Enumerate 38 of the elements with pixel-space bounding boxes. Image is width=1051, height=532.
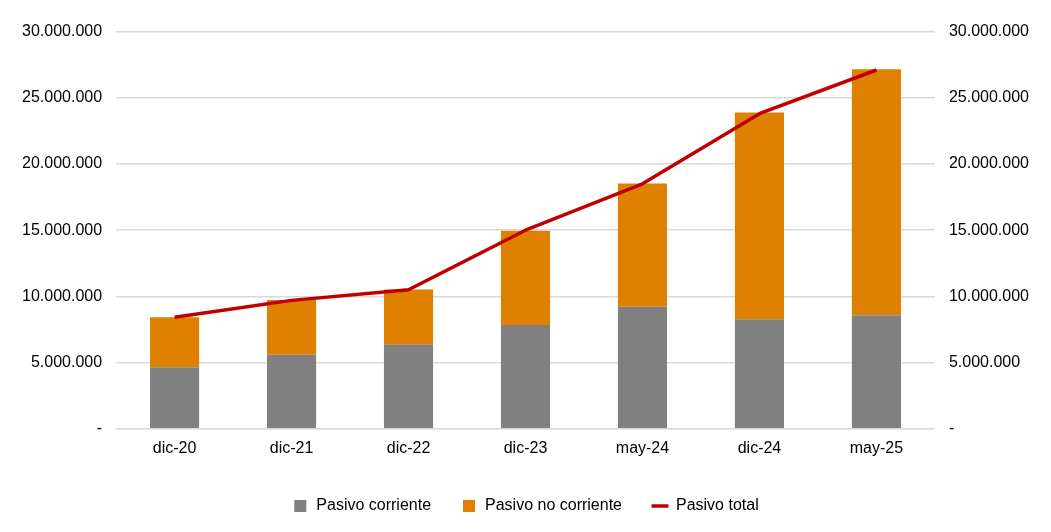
bar [383,289,434,345]
y2-tick-label: 30.000.000 [948,22,1030,40]
bar [617,183,668,307]
x-tick-label: dic-22 [386,438,431,456]
bar [266,299,317,355]
legend-label: Pasivo no corriente [485,496,623,514]
y-tick-label: - [96,419,103,437]
bar [150,367,200,429]
x-tick-label: dic-21 [269,438,314,456]
x-tick-label: dic-20 [152,438,197,456]
x-tick-label: may-24 [615,438,670,456]
bar [150,317,200,368]
y-tick-label: 15.000.000 [22,220,103,238]
y2-tick-label: 5.000.000 [948,353,1021,371]
y-tick-label: 20.000.000 [22,154,103,172]
y-tick-label: 30.000.000 [22,22,103,40]
y2-tick-label: 15.000.000 [948,220,1030,238]
x-tick-label: dic-24 [737,438,782,456]
legend-label: Pasivo total [675,496,759,514]
y2-tick-label: 25.000.000 [948,88,1030,106]
x-tick-label: dic-23 [503,438,548,456]
y-tick-label: 10.000.000 [22,286,103,304]
bar [851,69,901,316]
bar [266,354,317,429]
bar [383,344,434,429]
x-tick-label: may-25 [849,438,904,456]
y-tick-label: 5.000.000 [30,353,103,371]
bar [500,230,551,325]
y-tick-label: 25.000.000 [22,88,103,106]
y2-tick-label: 10.000.000 [948,286,1030,304]
bar [734,112,785,320]
y2-tick-label: 20.000.000 [948,154,1030,172]
bar [851,315,901,429]
bar [734,319,785,429]
bar [500,325,551,429]
bar [617,306,668,429]
legend-label: Pasivo corriente [316,496,432,514]
y2-tick-label: - [948,419,955,437]
